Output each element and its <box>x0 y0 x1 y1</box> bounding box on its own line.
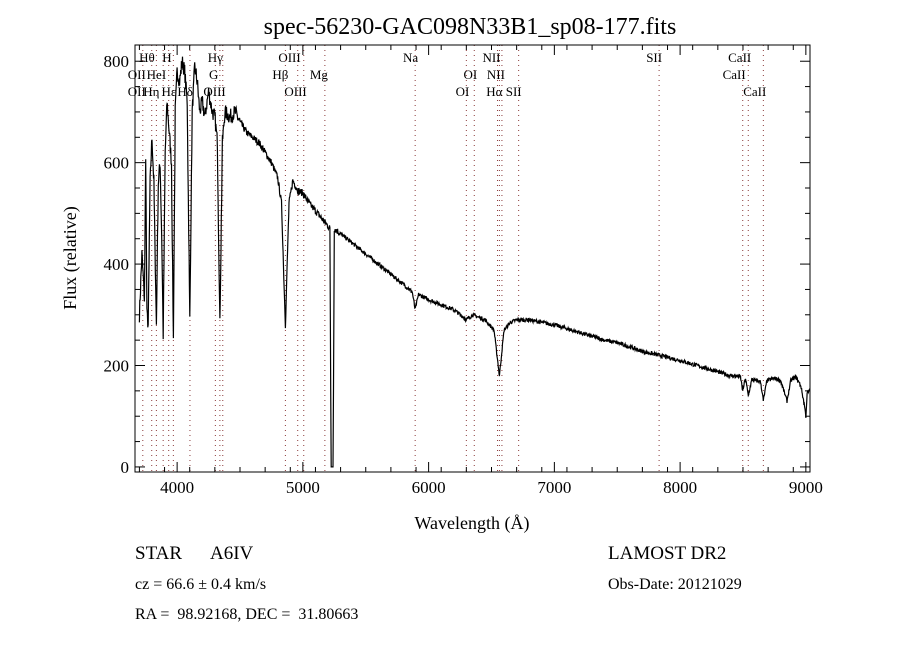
marker-label: G <box>209 67 218 82</box>
coordinates-text: RA = 98.92168, DEC = 31.80663 <box>135 606 358 623</box>
marker-label: OIII <box>284 84 306 99</box>
marker-label: OII <box>128 67 146 82</box>
x-tick-label: 5000 <box>286 478 320 497</box>
marker-label: OI <box>456 84 470 99</box>
marker-label: SII <box>646 50 662 65</box>
marker-label: Hδ <box>177 84 193 99</box>
x-axis-label: Wavelength (Å) <box>414 513 529 534</box>
marker-label: NII <box>487 67 505 82</box>
marker-label: Hη <box>143 84 159 99</box>
x-tick-label: 8000 <box>663 478 697 497</box>
marker-label: CaII <box>723 67 746 82</box>
spectrum-line <box>138 56 811 468</box>
x-tick-label: 7000 <box>537 478 571 497</box>
marker-label: Na <box>403 50 418 65</box>
chart-title: spec-56230-GAC098N33B1_sp08-177.fits <box>264 14 677 40</box>
y-tick-label: 0 <box>121 458 130 477</box>
marker-label: NII <box>482 50 500 65</box>
marker-label: CaII <box>728 50 751 65</box>
marker-label: SII <box>506 84 522 99</box>
marker-label: OII <box>128 84 146 99</box>
marker-label: CaII <box>743 84 766 99</box>
y-tick-label: 400 <box>104 255 130 274</box>
y-axis-label: Flux (relative) <box>60 206 81 309</box>
plot-area <box>138 56 811 468</box>
y-tick-label: 800 <box>104 52 130 71</box>
marker-label: OI <box>464 67 478 82</box>
y-tick-label: 200 <box>104 357 130 376</box>
marker-label: H <box>162 50 171 65</box>
marker-label: HeI <box>147 67 167 82</box>
x-tick-label: 9000 <box>789 478 823 497</box>
y-tick-label: 600 <box>104 154 130 173</box>
redshift-text: cz = 66.6 ± 0.4 km/s <box>135 576 266 593</box>
x-tick-label: 4000 <box>160 478 194 497</box>
axes: 4000 5000 6000 7000 8000 9000 0 200 400 600 800 <box>104 44 823 497</box>
marker-label: Hθ <box>139 50 155 65</box>
marker-label: Hα <box>486 84 502 99</box>
marker-label: OIII <box>203 84 225 99</box>
marker-label: Mg <box>310 67 329 82</box>
survey-label: LAMOST DR2 <box>608 543 726 564</box>
marker-label: OIII <box>278 50 300 65</box>
subclass: A6IV <box>210 543 254 564</box>
obs-date: Obs-Date: 20121029 <box>608 576 742 593</box>
marker-label: Hγ <box>208 50 223 65</box>
marker-label: Hβ <box>272 67 288 82</box>
plot-frame <box>134 44 811 473</box>
class-label: STAR <box>135 543 182 564</box>
x-tick-label: 6000 <box>412 478 446 497</box>
marker-label: Hε <box>161 84 176 99</box>
